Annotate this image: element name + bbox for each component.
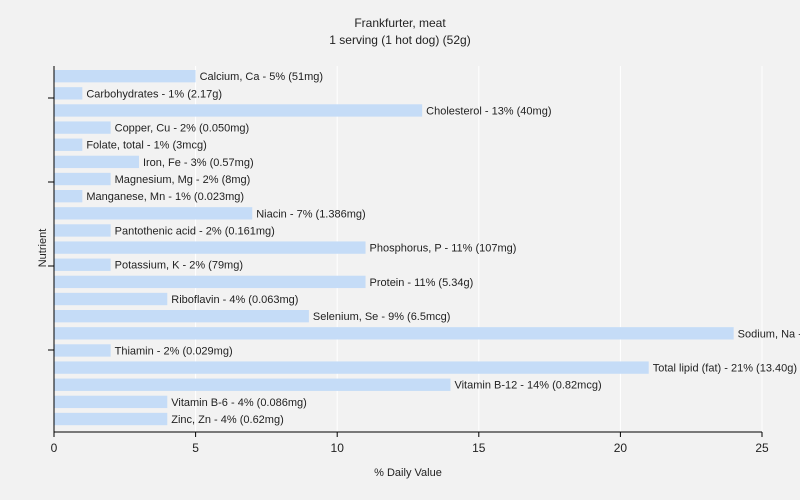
bar	[54, 207, 253, 220]
bar-label: Potassium, K - 2% (79mg)	[115, 260, 243, 272]
bar	[54, 138, 83, 151]
x-tick-label: 15	[472, 441, 486, 455]
axes: 0 5 10 15 20 25	[48, 66, 769, 455]
bar-label: Thiamin - 2% (0.029mg)	[115, 345, 233, 357]
bar-label: Phosphorus, P - 11% (107mg)	[370, 243, 517, 255]
bar-label: Total lipid (fat) - 21% (13.40g)	[653, 363, 797, 375]
bar	[54, 121, 111, 134]
chart-title: Frankfurter, meat	[354, 16, 446, 30]
bar-label: Pantothenic acid - 2% (0.161mg)	[115, 225, 275, 237]
bars: Calcium, Ca - 5% (51mg) Carbohydrates - 1…	[54, 70, 800, 426]
x-tick-label: 0	[51, 441, 58, 455]
bar	[54, 70, 196, 83]
bar	[54, 172, 111, 186]
bar	[54, 241, 366, 254]
bar	[54, 87, 83, 100]
bar-label: Riboflavin - 4% (0.063mg)	[171, 294, 298, 306]
bar-label: Copper, Cu - 2% (0.050mg)	[115, 123, 250, 135]
chart-subtitle: 1 serving (1 hot dog) (52g)	[329, 33, 470, 47]
bar-label: Cholesterol - 13% (40mg)	[426, 105, 551, 117]
bar-label: Selenium, Se - 9% (6.5mcg)	[313, 311, 451, 323]
bar-label: Zinc, Zn - 4% (0.62mg)	[171, 414, 283, 426]
bar-label: Niacin - 7% (1.386mg)	[256, 208, 365, 220]
x-axis-title: % Daily Value	[374, 467, 442, 479]
bar	[54, 395, 168, 409]
bar	[54, 327, 734, 340]
bar	[54, 378, 451, 391]
bar-label: Carbohydrates - 1% (2.17g)	[86, 88, 222, 100]
bar-label: Calcium, Ca - 5% (51mg)	[200, 71, 323, 83]
bar	[54, 258, 111, 271]
bar-label: Protein - 11% (5.34g)	[370, 277, 474, 289]
bar	[54, 361, 649, 374]
bar	[54, 344, 111, 357]
bar	[54, 155, 139, 169]
bar	[54, 104, 423, 117]
bar	[54, 310, 309, 323]
bar-label: Magnesium, Mg - 2% (8mg)	[115, 174, 251, 186]
bar-label: Sodium, Na - 24% (567mg)	[738, 328, 800, 340]
bar-label: Vitamin B-6 - 4% (0.086mg)	[171, 397, 307, 409]
x-tick-label: 5	[192, 441, 199, 455]
bar-label: Iron, Fe - 3% (0.57mg)	[143, 157, 254, 169]
y-axis-title: Nutrient	[37, 229, 49, 268]
bar-label: Vitamin B-12 - 14% (0.82mcg)	[454, 380, 601, 392]
bar-label: Folate, total - 1% (3mcg)	[86, 140, 206, 152]
x-tick-label: 20	[614, 441, 628, 455]
bar	[54, 412, 168, 426]
bar	[54, 224, 111, 237]
bar	[54, 190, 83, 203]
bar	[54, 292, 168, 306]
bar-label: Manganese, Mn - 1% (0.023mg)	[86, 191, 244, 203]
bar	[54, 275, 366, 289]
x-tick-label: 10	[331, 441, 345, 455]
x-tick-label: 25	[755, 441, 769, 455]
